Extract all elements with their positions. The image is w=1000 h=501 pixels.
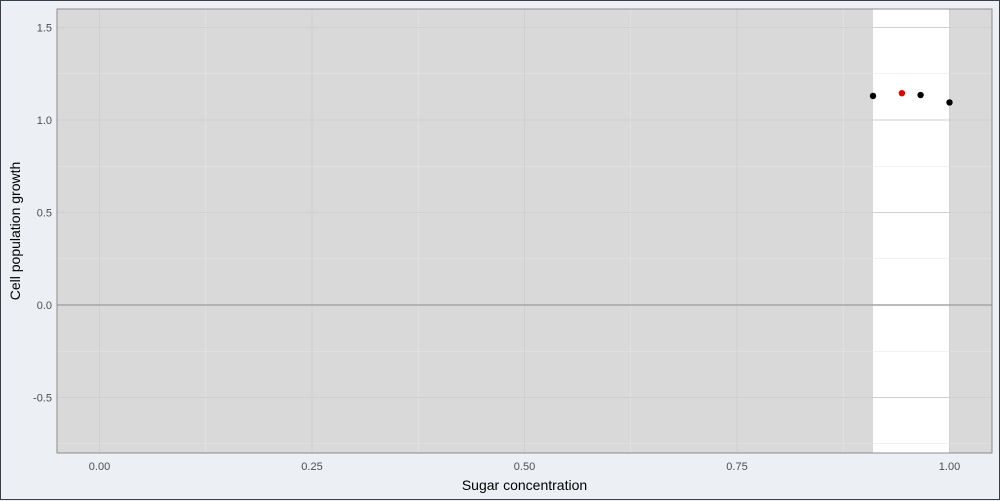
data-point [869,92,877,100]
y-tick-label: 1.0 [37,115,52,127]
x-tick-label: 0.00 [89,461,110,473]
highlight-region [873,9,950,453]
x-tick-label: 0.25 [301,461,322,473]
data-point [898,89,906,97]
data-point [917,91,924,99]
y-axis-title: Cell population growth [7,162,23,301]
y-tick-label: 0.0 [37,300,52,312]
panel-border [56,8,993,454]
grid-lines [56,8,993,454]
x-tick-label: 0.75 [726,461,747,473]
data-points [869,89,953,106]
y-tick-label: 0.5 [37,208,52,220]
y-tick-label: 1.5 [37,23,52,35]
x-tick-label: 1.00 [939,461,960,473]
x-axis-title: Sugar concentration [462,477,587,493]
data-point [946,99,953,106]
x-tick-label: 0.50 [514,461,535,473]
tick-labels: 0.00 0.25 0.50 0.75 1.00 -0.5 0.0 0.5 1.0 1.5 [33,23,960,474]
y-tick-label: -0.5 [33,393,52,405]
